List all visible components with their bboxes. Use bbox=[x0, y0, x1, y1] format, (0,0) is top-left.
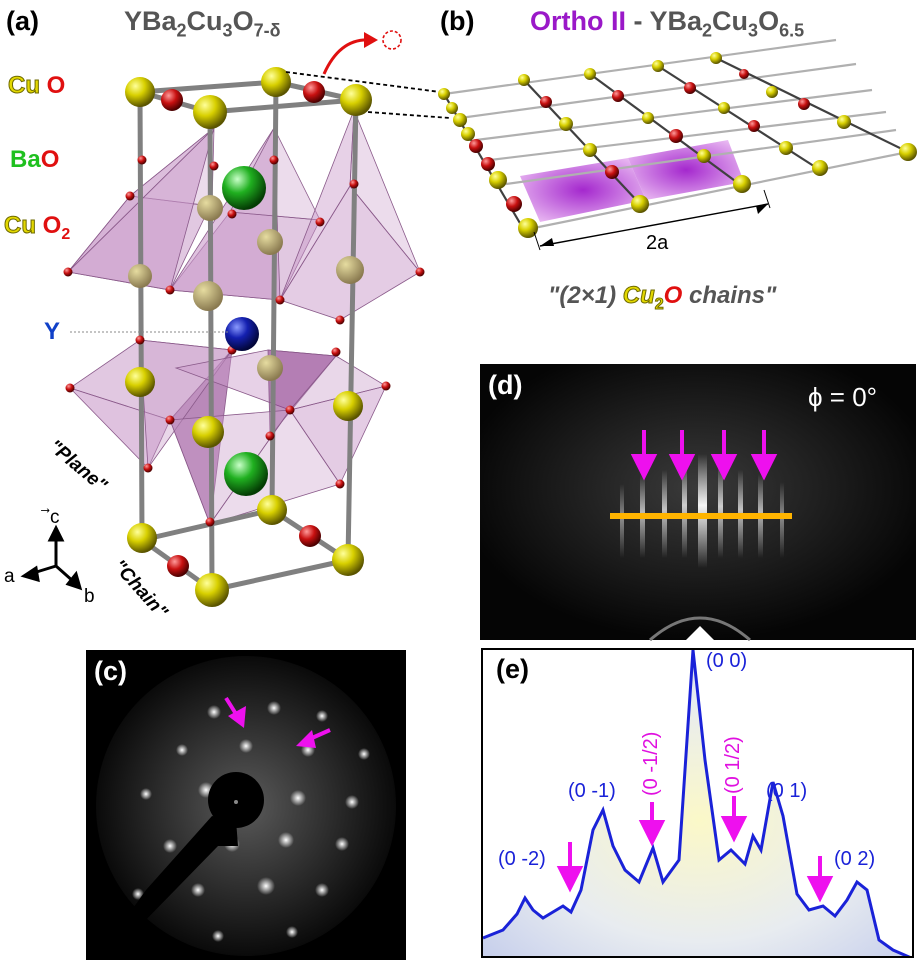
zoom-line-1 bbox=[285, 71, 441, 93]
chains-cu: Cu bbox=[622, 282, 655, 310]
panel-a-label: (a) bbox=[6, 6, 39, 36]
peak-label-0-0: (0 0) bbox=[706, 650, 748, 672]
panel-d-image bbox=[480, 364, 916, 642]
spacing-tick-right bbox=[763, 189, 771, 209]
panel-c-image bbox=[86, 650, 406, 960]
layer-cuo2-o: O bbox=[42, 212, 62, 239]
title-a-yba: YBa bbox=[124, 6, 177, 36]
vacancy-circle bbox=[382, 30, 402, 50]
layer-bao-ba: Ba bbox=[10, 146, 41, 173]
axis-b-label: b bbox=[84, 586, 95, 608]
small-oxygens bbox=[63, 155, 425, 527]
title-a-sub-cu: 3 bbox=[222, 20, 233, 41]
title-b-phase: Ortho II bbox=[530, 6, 626, 36]
axis-b-text: b bbox=[84, 586, 95, 607]
shadow-edge bbox=[649, 616, 751, 642]
layer-bao-o: O bbox=[40, 146, 60, 173]
layer-cuo2-cu: Cu bbox=[4, 212, 37, 240]
layer-label-y: Y bbox=[44, 318, 61, 345]
axis-c-text: c bbox=[50, 507, 60, 528]
chains-post: chains" bbox=[682, 282, 777, 309]
title-a-sub-ba: 2 bbox=[176, 20, 187, 41]
axes-triad bbox=[20, 524, 83, 591]
spacing-arrow bbox=[539, 203, 769, 247]
layer-label-cuo: Cu O bbox=[8, 72, 66, 100]
layer-cuo2-o-wrap: O2 bbox=[42, 212, 71, 243]
panel-e-frame bbox=[481, 648, 914, 958]
spacing-arrowhead-left bbox=[540, 238, 554, 246]
layer-cuo2-sub: 2 bbox=[61, 225, 71, 243]
electron-gun-arm bbox=[126, 816, 238, 928]
title-b-o: O bbox=[758, 6, 780, 36]
spacing-tick-left bbox=[533, 231, 541, 251]
spacing-label: 2a bbox=[646, 232, 669, 254]
peak-label-0-m2: (0 -2) bbox=[498, 848, 546, 870]
panel-c-label: (c) bbox=[94, 656, 127, 686]
title-b-sub-cu: 3 bbox=[748, 20, 759, 41]
lattice-atoms bbox=[438, 52, 917, 238]
profile-line bbox=[483, 650, 911, 956]
title-b-cu: Cu bbox=[712, 6, 749, 36]
gun-center-dot bbox=[234, 800, 238, 804]
peak-label-0-m1: (0 -1) bbox=[568, 780, 616, 802]
axis-a-text: a bbox=[4, 566, 15, 587]
y-atom bbox=[225, 317, 259, 351]
phi-label: ϕ = 0° bbox=[808, 382, 878, 412]
layer-cuo-cu: Cu bbox=[8, 72, 41, 100]
chains-pre: "(2×1) bbox=[548, 282, 623, 309]
title-b-sub-ba: 2 bbox=[702, 20, 713, 41]
chains-caption: "(2×1) Cu2O chains" bbox=[548, 282, 776, 314]
peak-label-0-2: (0 2) bbox=[834, 848, 876, 870]
panel-e-label: (e) bbox=[496, 654, 529, 684]
layer-label-cuo2: Cu O2 bbox=[4, 212, 71, 244]
title-b-sub-o: 6.5 bbox=[779, 20, 805, 41]
title-b-yba: - YBa bbox=[626, 6, 703, 36]
panel-d-label: (d) bbox=[488, 370, 523, 400]
spacing-arrowhead-right bbox=[756, 204, 768, 214]
cuo2-atoms bbox=[125, 195, 364, 448]
direct-beam bbox=[686, 626, 714, 640]
title-a-o: O bbox=[232, 6, 254, 36]
chains-o: O bbox=[663, 282, 683, 309]
layer-cuo-o: O bbox=[46, 72, 66, 99]
ba-atom-bottom bbox=[224, 452, 268, 496]
profile-fill bbox=[483, 650, 907, 956]
ba-atom-top bbox=[222, 166, 266, 210]
panel-b-title: Ortho II - YBa2Cu3O6.5 bbox=[530, 6, 804, 41]
layer-label-bao: BaO bbox=[10, 146, 59, 174]
panel-a-title: YBa2Cu3O7-δ bbox=[124, 6, 281, 41]
bottom-chain-atoms bbox=[127, 495, 364, 607]
title-a-cu: Cu bbox=[186, 6, 223, 36]
axis-a-label: a bbox=[4, 566, 15, 588]
top-chain-atoms bbox=[125, 67, 372, 129]
title-a-sub-o: 7-δ bbox=[253, 20, 281, 41]
peak-label-0-1: (0 1) bbox=[766, 780, 808, 802]
axis-c-label: ⃗c bbox=[50, 506, 60, 529]
vacancy-arrowhead bbox=[364, 32, 378, 48]
panel-b-label: (b) bbox=[440, 6, 475, 36]
chains-sub: 2 bbox=[654, 295, 664, 313]
